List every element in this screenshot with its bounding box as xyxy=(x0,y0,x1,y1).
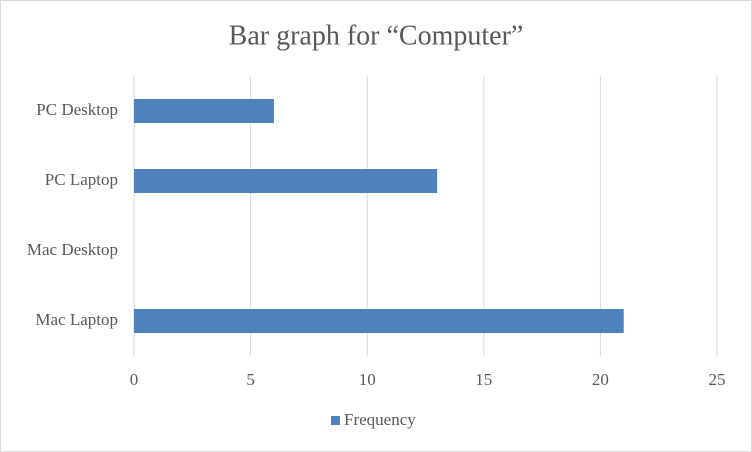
y-tick-label: Mac Desktop xyxy=(27,240,118,259)
y-tick-label: PC Desktop xyxy=(36,100,118,119)
y-tick-label: Mac Laptop xyxy=(35,310,118,329)
x-tick-label: 5 xyxy=(246,370,255,389)
bar xyxy=(134,309,624,333)
legend-label: Frequency xyxy=(344,410,416,429)
x-tick-label: 20 xyxy=(592,370,609,389)
x-tick-label: 25 xyxy=(709,370,726,389)
chart-title: Bar graph for “Computer” xyxy=(229,20,524,51)
bar xyxy=(134,169,438,193)
x-tick-label: 0 xyxy=(130,370,139,389)
legend-swatch xyxy=(331,416,340,425)
x-tick-label: 15 xyxy=(475,370,492,389)
y-tick-label: PC Laptop xyxy=(45,170,118,189)
bar xyxy=(134,99,274,123)
x-tick-label: 10 xyxy=(359,370,376,389)
